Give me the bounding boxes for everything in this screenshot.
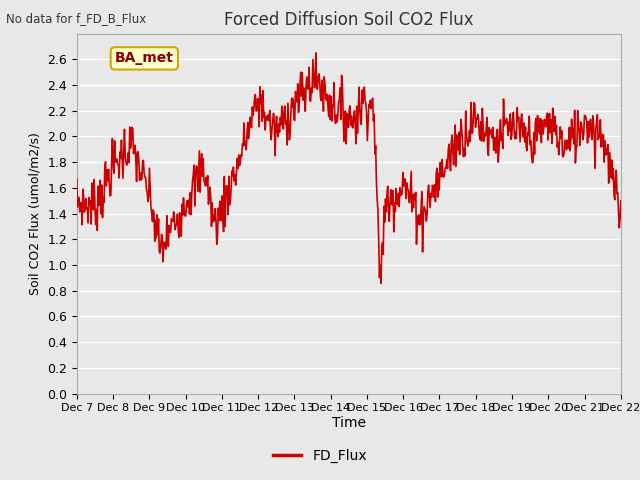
- Text: No data for f_FD_B_Flux: No data for f_FD_B_Flux: [6, 12, 147, 25]
- X-axis label: Time: Time: [332, 416, 366, 430]
- Legend: FD_Flux: FD_Flux: [268, 443, 372, 468]
- Y-axis label: Soil CO2 Flux (umol/m2/s): Soil CO2 Flux (umol/m2/s): [29, 132, 42, 295]
- Text: BA_met: BA_met: [115, 51, 173, 65]
- Title: Forced Diffusion Soil CO2 Flux: Forced Diffusion Soil CO2 Flux: [224, 11, 474, 29]
